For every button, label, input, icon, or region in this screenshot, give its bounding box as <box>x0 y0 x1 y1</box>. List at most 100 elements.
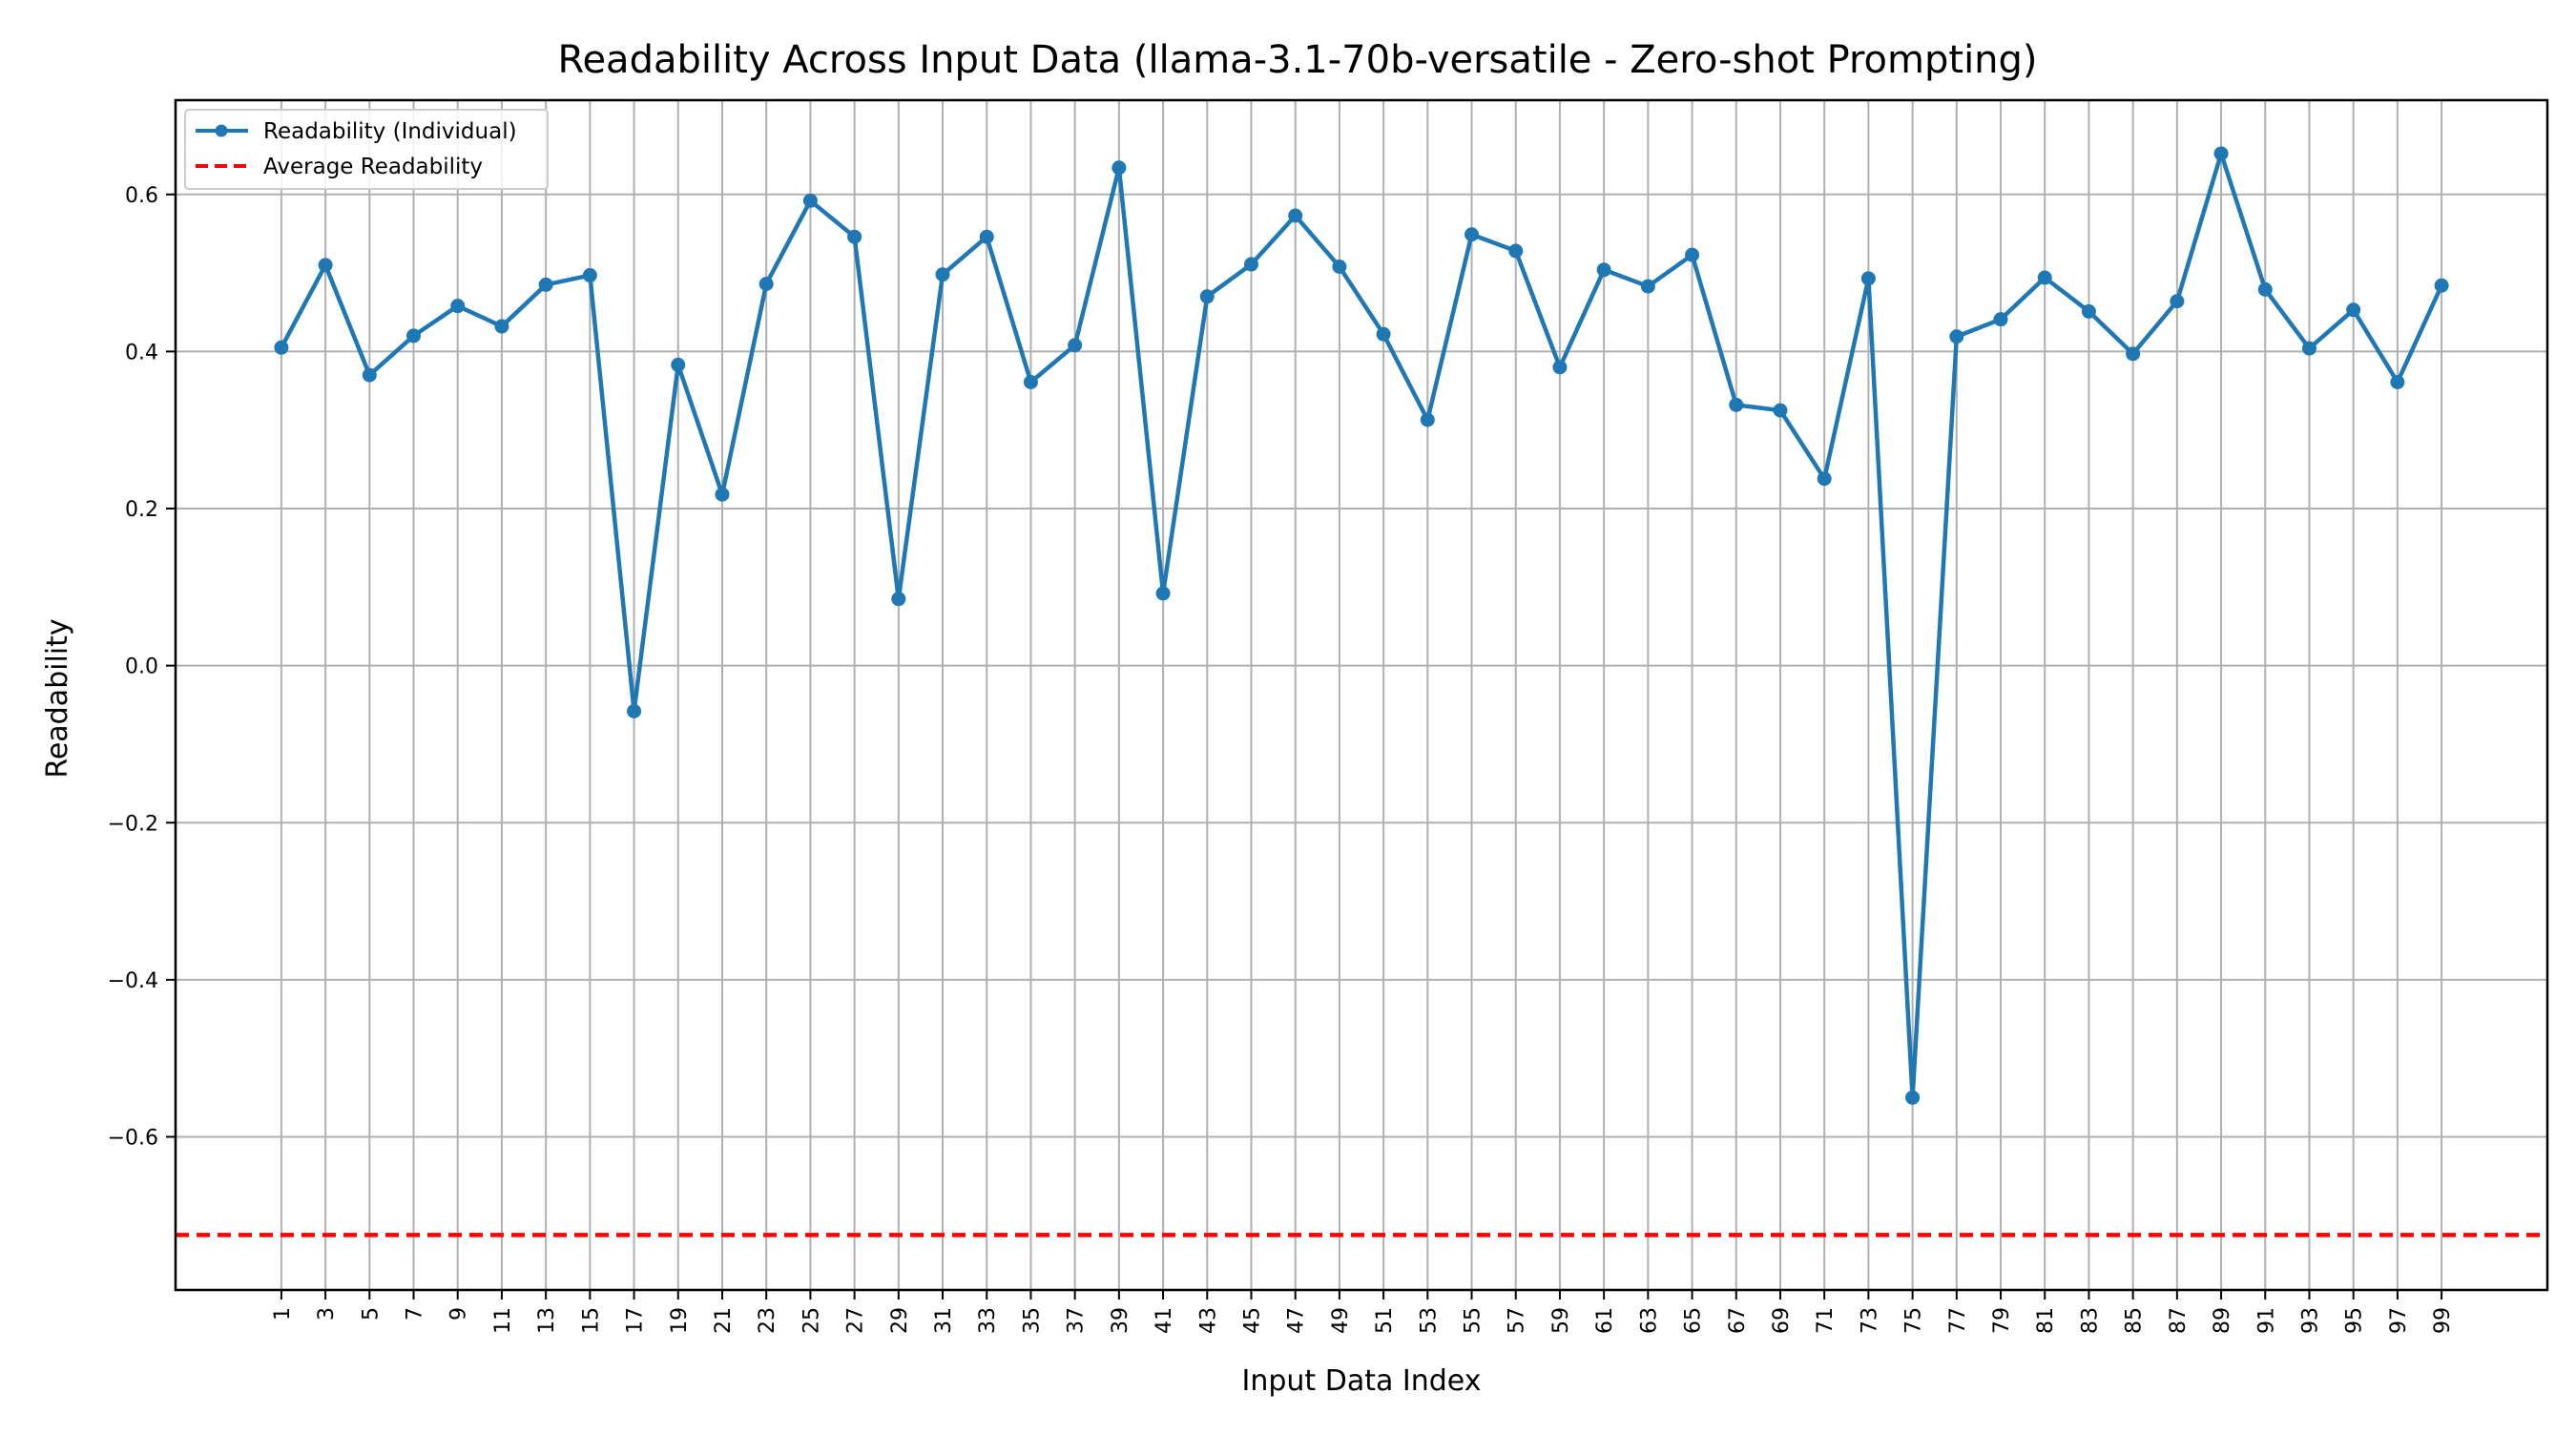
y-tick-label: 0.2 <box>125 498 158 522</box>
x-tick-label: 45 <box>1240 1307 1264 1334</box>
legend-label-average: Average Readability <box>263 155 483 179</box>
data-point <box>2346 302 2361 318</box>
x-tick-label: 83 <box>2078 1307 2102 1334</box>
x-tick-label: 41 <box>1153 1307 1176 1334</box>
data-point <box>627 703 642 718</box>
series-layer <box>274 146 2449 1105</box>
x-tick-label: 21 <box>712 1307 736 1334</box>
y-axis-label: Readability <box>41 618 74 778</box>
data-point <box>1420 412 1435 427</box>
x-tick-label: 53 <box>1417 1307 1441 1334</box>
data-point <box>2434 278 2449 293</box>
y-tick-label: −0.2 <box>108 812 158 836</box>
data-point <box>406 328 422 343</box>
data-point <box>979 229 994 244</box>
x-tick-label: 17 <box>624 1307 648 1334</box>
x-tick-label: 5 <box>359 1307 383 1321</box>
x-tick-label: 93 <box>2298 1307 2322 1334</box>
data-point <box>1685 247 1700 262</box>
x-tick-label: 27 <box>844 1307 868 1334</box>
x-axis-label: Input Data Index <box>1242 1364 1482 1398</box>
data-point <box>758 277 774 292</box>
data-point <box>715 487 730 502</box>
legend-box <box>184 109 549 190</box>
x-tick-label: 95 <box>2343 1307 2367 1334</box>
y-tick-label: 0.0 <box>125 655 158 679</box>
x-tick-label: 67 <box>1726 1307 1750 1334</box>
x-tick-label: 61 <box>1593 1307 1617 1334</box>
series-line-individual <box>279 151 2444 1100</box>
data-point <box>1508 243 1524 259</box>
x-tick-label: 63 <box>1637 1307 1661 1334</box>
x-tick-label: 57 <box>1506 1307 1529 1334</box>
x-tick-label: 29 <box>888 1307 912 1334</box>
axes: 1 3 5 7 9 11 13 15 17 19 21 23 25 27 29 31 33 35 37 39 41 43 4… <box>108 98 2549 1334</box>
y-tick-label: −0.6 <box>108 1126 158 1150</box>
data-point <box>1111 160 1127 176</box>
y-tick-label: 0.4 <box>125 341 158 364</box>
x-tick-label: 25 <box>800 1307 823 1334</box>
data-point <box>1640 279 1655 294</box>
x-tick-label: 77 <box>1946 1307 1970 1334</box>
data-point <box>1860 271 1876 286</box>
x-tick-label: 39 <box>1109 1307 1132 1334</box>
data-point <box>935 267 950 282</box>
data-point <box>1905 1090 1921 1105</box>
y-tick-label: −0.4 <box>108 969 158 993</box>
x-tick-label: 79 <box>1990 1307 2014 1334</box>
data-point <box>1023 374 1038 389</box>
x-tick-label: 9 <box>447 1307 471 1321</box>
data-point <box>2301 341 2316 356</box>
x-tick-label: 47 <box>1285 1307 1309 1334</box>
data-point <box>802 193 818 208</box>
x-tick-label: 85 <box>2123 1307 2147 1334</box>
x-tick-label: 7 <box>404 1307 427 1321</box>
data-point <box>274 340 289 355</box>
x-tick-label: 31 <box>932 1307 956 1334</box>
x-tick-label: 3 <box>315 1307 339 1321</box>
x-tick-label: 87 <box>2167 1307 2191 1334</box>
x-tick-label: 59 <box>1549 1307 1573 1334</box>
x-tick-label: 13 <box>535 1307 559 1334</box>
data-point <box>2257 281 2273 297</box>
x-tick-label: 91 <box>2254 1307 2278 1334</box>
data-point <box>2081 303 2096 319</box>
x-tick-label: 99 <box>2431 1307 2455 1334</box>
x-tick-label: 15 <box>579 1307 603 1334</box>
data-point <box>1817 471 1832 487</box>
x-tick-label: 35 <box>1020 1307 1044 1334</box>
x-tick-label: 43 <box>1196 1307 1220 1334</box>
x-tick-label: 75 <box>1902 1307 1926 1334</box>
x-tick-label: 55 <box>1462 1307 1485 1334</box>
data-point <box>1199 289 1215 304</box>
x-tick-label: 49 <box>1329 1307 1353 1334</box>
x-tick-label: 81 <box>2034 1307 2058 1334</box>
data-point <box>2390 374 2405 389</box>
x-tick-label: 97 <box>2387 1307 2411 1334</box>
x-tick-label: 33 <box>976 1307 1000 1334</box>
data-point <box>1155 586 1171 601</box>
x-tick-label: 71 <box>1814 1307 1838 1334</box>
x-tick-label: 23 <box>756 1307 779 1334</box>
legend: Readability (Individual) Average Readabi… <box>184 109 549 190</box>
data-point <box>891 592 906 607</box>
data-point <box>1465 227 1480 242</box>
data-point <box>1993 312 2008 327</box>
y-tick-label: 0.6 <box>125 184 158 208</box>
data-point <box>2213 146 2229 161</box>
data-point <box>494 319 509 334</box>
x-tick-label: 73 <box>1858 1307 1881 1334</box>
x-tick-label: 51 <box>1373 1307 1397 1334</box>
data-point <box>1949 329 1964 344</box>
data-point <box>1332 259 1347 274</box>
data-point <box>1068 338 1083 353</box>
data-point <box>1243 257 1258 272</box>
data-point <box>1773 403 1788 418</box>
data-point <box>1596 262 1611 278</box>
data-point <box>2126 346 2141 362</box>
data-point <box>1376 326 1391 342</box>
data-point <box>847 229 862 244</box>
x-tick-label: 1 <box>271 1307 295 1321</box>
